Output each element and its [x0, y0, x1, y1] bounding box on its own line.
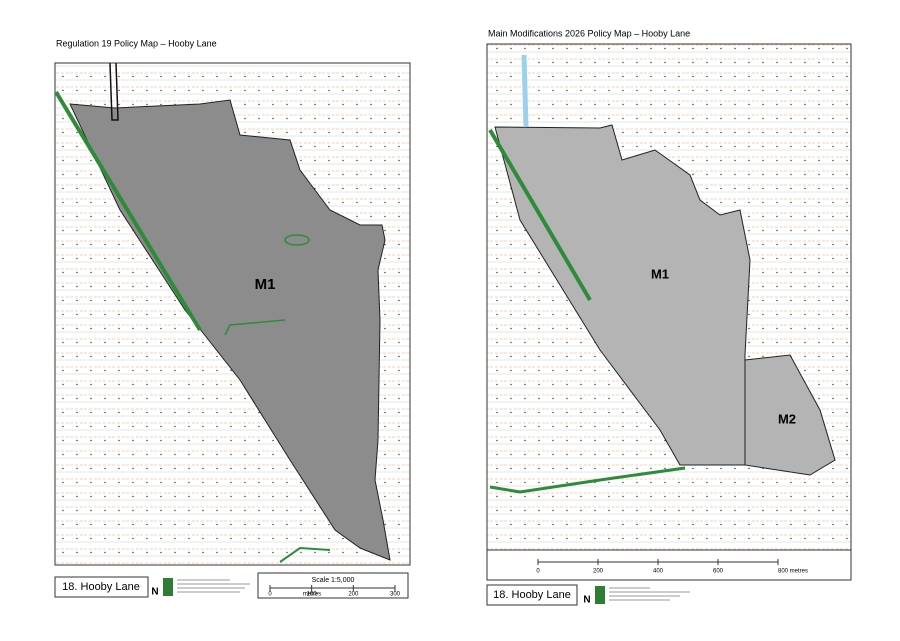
scale-label: 100 — [307, 592, 318, 598]
scale-box — [257, 572, 409, 599]
scale-label: 400 — [653, 569, 664, 575]
logo — [163, 578, 173, 596]
site-boundary — [69, 99, 391, 561]
legend-text — [177, 579, 250, 593]
site-boundary — [494, 124, 751, 466]
site-boundary — [744, 354, 836, 476]
caption: 18. Hooby Lane — [493, 589, 571, 601]
green-corridor — [54, 90, 202, 332]
site-label: M1 — [255, 276, 276, 293]
scale-label: 0 — [268, 592, 272, 598]
green-corridor — [488, 128, 592, 302]
green-line — [279, 546, 331, 563]
site-label: M1 — [651, 266, 669, 281]
scale-label: 600 — [713, 569, 724, 575]
caption-box — [486, 584, 578, 606]
scale-label: 200 — [593, 569, 604, 575]
scale-label: 0 — [536, 569, 540, 575]
caption: 18. Hooby Lane — [62, 581, 140, 593]
scale-label: 800 metres — [778, 569, 808, 575]
scale-label: 300 — [390, 592, 401, 598]
north-arrow: N — [583, 595, 590, 606]
scale-title: Scale 1:5,000 — [312, 577, 355, 584]
scale-label: 200 — [348, 592, 359, 598]
green-corridor — [489, 466, 686, 494]
green-feature — [284, 234, 310, 246]
map-title: Regulation 19 Policy Map – Hooby Lane — [56, 38, 217, 48]
scale-box — [486, 549, 852, 581]
water-feature — [521, 54, 529, 128]
logo — [595, 586, 605, 604]
caption-box — [54, 576, 149, 598]
map-title: Main Modifications 2026 Policy Map – Hoo… — [488, 28, 690, 38]
green-line — [224, 319, 286, 336]
north-arrow: N — [151, 587, 158, 598]
legend-text — [609, 587, 690, 601]
site-label: M2 — [778, 411, 796, 426]
boundary-line — [109, 62, 119, 121]
scale-unit: metres — [303, 592, 321, 598]
